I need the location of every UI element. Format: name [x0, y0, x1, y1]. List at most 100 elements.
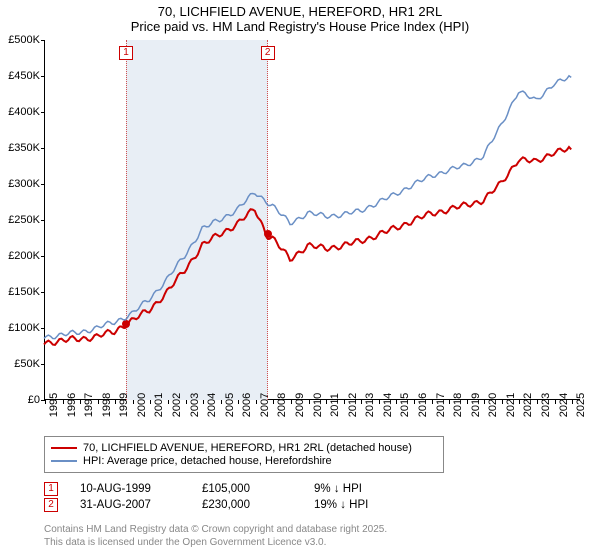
sale-row-marker: 1	[44, 482, 58, 496]
x-tick	[186, 400, 187, 404]
footer-attribution: Contains HM Land Registry data © Crown c…	[44, 524, 387, 549]
x-axis-label: 2012	[347, 393, 359, 417]
x-axis-label: 2000	[136, 393, 148, 417]
x-tick	[449, 400, 450, 404]
title-line-2: Price paid vs. HM Land Registry's House …	[0, 19, 600, 34]
x-axis-label: 2010	[312, 393, 324, 417]
series-hpi	[44, 76, 571, 339]
sale-price: £105,000	[202, 483, 292, 495]
x-tick	[344, 400, 345, 404]
y-axis-label: £150K	[8, 286, 40, 298]
x-axis-label: 2011	[329, 393, 341, 417]
x-tick	[291, 400, 292, 404]
x-tick	[63, 400, 64, 404]
x-axis-label: 2017	[435, 393, 447, 417]
x-axis-label: 2001	[153, 393, 165, 417]
x-tick	[133, 400, 134, 404]
y-axis-label: £300K	[8, 178, 40, 190]
x-axis-label: 2009	[294, 393, 306, 417]
x-axis-label: 2008	[276, 393, 288, 417]
y-axis-label: £250K	[8, 214, 40, 226]
x-axis-label: 2002	[171, 393, 183, 417]
x-tick	[572, 400, 573, 404]
x-axis-label: 2025	[575, 393, 587, 417]
x-tick	[396, 400, 397, 404]
x-axis-label: 2013	[364, 393, 376, 417]
footer-line-2: This data is licensed under the Open Gov…	[44, 537, 387, 550]
x-tick	[379, 400, 380, 404]
sale-pct-vs-hpi: 9% ↓ HPI	[314, 483, 404, 495]
y-axis-label: £500K	[8, 34, 40, 46]
x-tick	[115, 400, 116, 404]
x-tick	[537, 400, 538, 404]
x-axis-label: 2007	[259, 393, 271, 417]
x-tick	[555, 400, 556, 404]
x-axis-label: 1998	[101, 393, 113, 417]
x-tick	[502, 400, 503, 404]
x-tick	[256, 400, 257, 404]
x-axis-label: 2018	[452, 393, 464, 417]
x-tick	[432, 400, 433, 404]
x-axis-label: 1996	[66, 393, 78, 417]
title-line-1: 70, LICHFIELD AVENUE, HEREFORD, HR1 2RL	[0, 4, 600, 19]
x-axis-label: 2005	[224, 393, 236, 417]
x-axis-label: 2004	[206, 393, 218, 417]
chart-lines	[44, 40, 580, 400]
legend-label: 70, LICHFIELD AVENUE, HEREFORD, HR1 2RL …	[83, 442, 412, 454]
x-axis-label: 2019	[470, 393, 482, 417]
x-axis-label: 2022	[522, 393, 534, 417]
x-axis-label: 1997	[83, 393, 95, 417]
legend-item: 70, LICHFIELD AVENUE, HEREFORD, HR1 2RL …	[51, 442, 437, 454]
legend-item: HPI: Average price, detached house, Here…	[51, 455, 437, 467]
x-tick	[273, 400, 274, 404]
legend-label: HPI: Average price, detached house, Here…	[83, 455, 332, 467]
x-tick	[326, 400, 327, 404]
x-axis-label: 2024	[558, 393, 570, 417]
x-axis-label: 2006	[241, 393, 253, 417]
x-tick	[203, 400, 204, 404]
x-tick	[414, 400, 415, 404]
x-tick	[168, 400, 169, 404]
x-axis-label: 2015	[399, 393, 411, 417]
sales-table: 1 10-AUG-1999 £105,000 9% ↓ HPI 2 31-AUG-2007…	[44, 480, 404, 514]
x-axis-label: 2003	[189, 393, 201, 417]
sale-row: 1 10-AUG-1999 £105,000 9% ↓ HPI	[44, 482, 404, 496]
footer-line-1: Contains HM Land Registry data © Crown c…	[44, 524, 387, 537]
x-tick	[519, 400, 520, 404]
y-axis-label: £100K	[8, 322, 40, 334]
y-axis-label: £450K	[8, 70, 40, 82]
x-tick	[467, 400, 468, 404]
chart-area: 12 £0£50K£100K£150K£200K£250K£300K£350K£…	[44, 40, 580, 400]
x-axis-label: 2021	[505, 393, 517, 417]
sale-pct-vs-hpi: 19% ↓ HPI	[314, 499, 404, 511]
x-tick	[150, 400, 151, 404]
sale-row-marker: 2	[44, 498, 58, 512]
sale-row: 2 31-AUG-2007 £230,000 19% ↓ HPI	[44, 498, 404, 512]
x-axis-label: 2020	[487, 393, 499, 417]
sale-date: 31-AUG-2007	[80, 499, 180, 511]
x-axis-label: 2016	[417, 393, 429, 417]
x-tick	[221, 400, 222, 404]
y-axis-label: £0	[28, 394, 40, 406]
legend-swatch	[51, 447, 77, 449]
x-tick	[45, 400, 46, 404]
y-axis-label: £350K	[8, 142, 40, 154]
x-tick	[484, 400, 485, 404]
y-axis-label: £400K	[8, 106, 40, 118]
x-axis-label: 2014	[382, 393, 394, 417]
x-axis-label: 2023	[540, 393, 552, 417]
x-tick	[361, 400, 362, 404]
legend: 70, LICHFIELD AVENUE, HEREFORD, HR1 2RL …	[44, 436, 444, 473]
series-price_paid	[44, 147, 571, 345]
x-tick	[238, 400, 239, 404]
sale-price: £230,000	[202, 499, 292, 511]
y-axis-label: £50K	[14, 358, 40, 370]
x-axis-label: 1995	[48, 393, 60, 417]
x-axis-label: 1999	[118, 393, 130, 417]
sale-date: 10-AUG-1999	[80, 483, 180, 495]
legend-swatch	[51, 460, 77, 462]
y-axis-label: £200K	[8, 250, 40, 262]
x-tick	[98, 400, 99, 404]
x-tick	[80, 400, 81, 404]
x-tick	[309, 400, 310, 404]
